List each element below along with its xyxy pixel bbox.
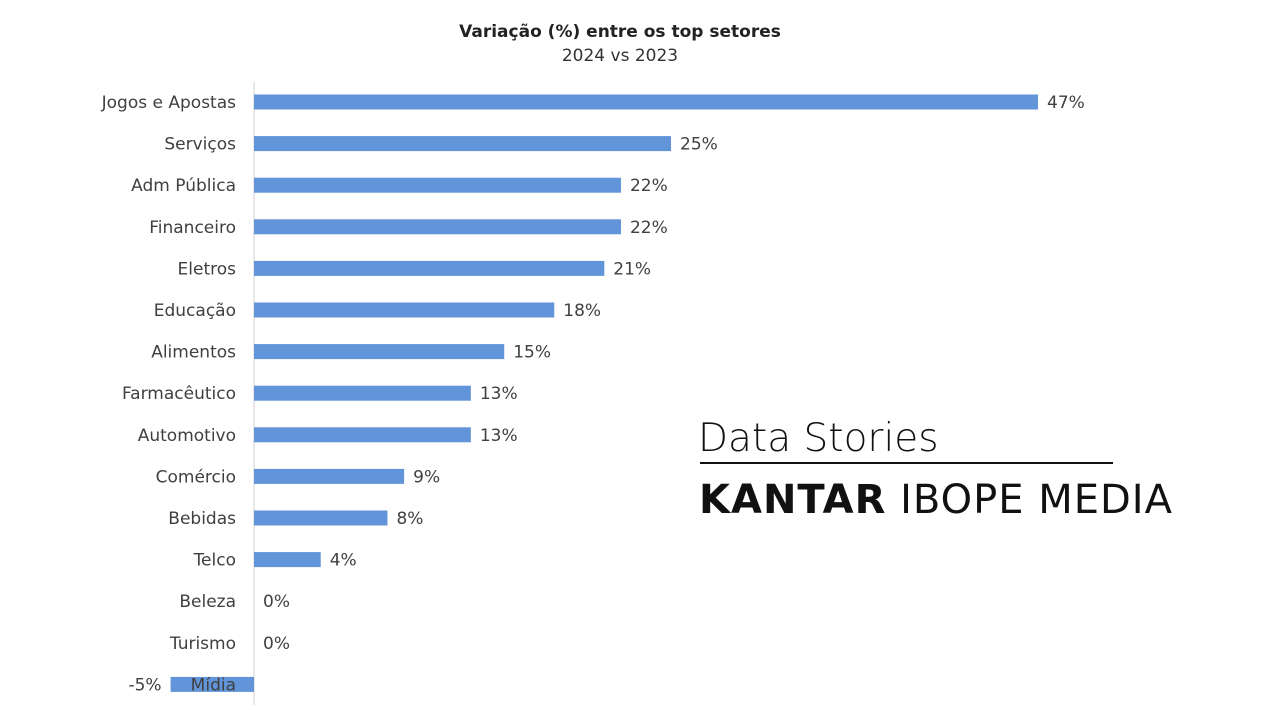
bar [254, 177, 621, 193]
value-label: 13% [480, 384, 518, 404]
value-label: 21% [613, 259, 651, 279]
chart-title: Variação (%) entre os top setores [459, 22, 781, 42]
bar [254, 260, 605, 276]
value-label: 9% [413, 467, 440, 487]
bar [254, 302, 555, 318]
category-label: Comércio [156, 467, 236, 487]
value-label: 15% [513, 343, 551, 363]
category-label: Financeiro [149, 218, 236, 238]
category-label: Educação [154, 301, 236, 321]
bar [254, 510, 388, 526]
value-label: -5% [128, 675, 161, 695]
value-label: 13% [480, 426, 518, 446]
bar [254, 385, 471, 401]
logo-bold: KANTAR [699, 477, 887, 523]
category-label: Adm Pública [131, 176, 236, 196]
category-label: Beleza [179, 592, 236, 612]
category-label: Turismo [169, 634, 236, 654]
bar [254, 136, 672, 152]
kantar-ibope-logo: KANTAR IBOPE MEDIA [699, 477, 1173, 523]
category-label: Jogos e Apostas [101, 93, 236, 113]
value-label: 22% [630, 218, 668, 238]
category-label: Serviços [164, 135, 236, 155]
bar [254, 344, 505, 360]
data-stories-label: Data Stories [698, 416, 939, 461]
bar [254, 552, 321, 568]
logo-rest: IBOPE MEDIA [900, 477, 1173, 523]
bar [254, 468, 405, 484]
divider [700, 462, 1113, 464]
category-label: Mídia [191, 675, 236, 695]
category-label: Automotivo [138, 426, 236, 446]
category-label: Telco [193, 551, 236, 571]
category-label: Eletros [178, 259, 237, 279]
bar [170, 676, 254, 692]
value-label: 25% [680, 135, 718, 155]
category-label: Bebidas [168, 509, 236, 529]
value-label: 4% [330, 551, 357, 571]
value-label: 0% [263, 592, 290, 612]
value-label: 0% [263, 634, 290, 654]
category-label: Farmacêutico [122, 384, 236, 404]
chart-subtitle: 2024 vs 2023 [561, 46, 679, 66]
value-label: 8% [396, 509, 423, 529]
value-label: 18% [563, 301, 601, 321]
value-label: 22% [630, 176, 668, 196]
bar [254, 94, 1038, 110]
value-label: 47% [1047, 93, 1085, 113]
bar [254, 219, 621, 235]
category-label: Alimentos [151, 343, 236, 363]
bar [254, 427, 471, 443]
